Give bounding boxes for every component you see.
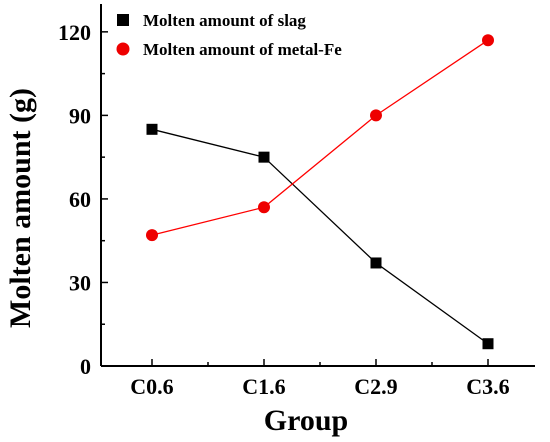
y-tick-label: 90 — [69, 103, 91, 128]
legend-label-2: Molten amount of metal-Fe — [143, 40, 342, 59]
metal-fe-data-point — [482, 34, 494, 47]
legend-marker-slag — [117, 14, 129, 26]
y-tick-label: 30 — [69, 270, 91, 295]
legend-label-1: Molten amount of slag — [143, 11, 306, 30]
metal-fe-data-point — [146, 229, 158, 242]
series-line-2 — [151, 39, 489, 236]
y-tick-label: 120 — [58, 20, 91, 45]
x-tick-label: C1.6 — [242, 374, 285, 399]
y-axis-title: Molten amount (g) — [4, 88, 37, 328]
metal-fe-data-point — [370, 109, 382, 122]
legend-marker-metal-fe — [116, 42, 130, 56]
y-tick-label: 0 — [80, 354, 91, 379]
x-axis-title: Group — [264, 404, 348, 437]
slag-data-point — [370, 257, 382, 269]
x-tick-label: C3.6 — [466, 374, 509, 399]
x-tick-label: C0.6 — [130, 374, 173, 399]
series-line-1 — [151, 128, 489, 345]
metal-fe-data-point — [258, 201, 270, 214]
slag-data-point — [482, 338, 494, 350]
slag-data-point — [258, 151, 270, 163]
y-tick-label: 60 — [69, 187, 91, 212]
x-tick-label: C2.9 — [354, 374, 397, 399]
slag-data-point — [146, 123, 158, 135]
plot-area: 0 30 60 90 120 C0.6 C1.6 C2.9 C3.6 — [58, 4, 535, 399]
legend: Molten amount of slag Molten amount of me… — [116, 11, 342, 59]
